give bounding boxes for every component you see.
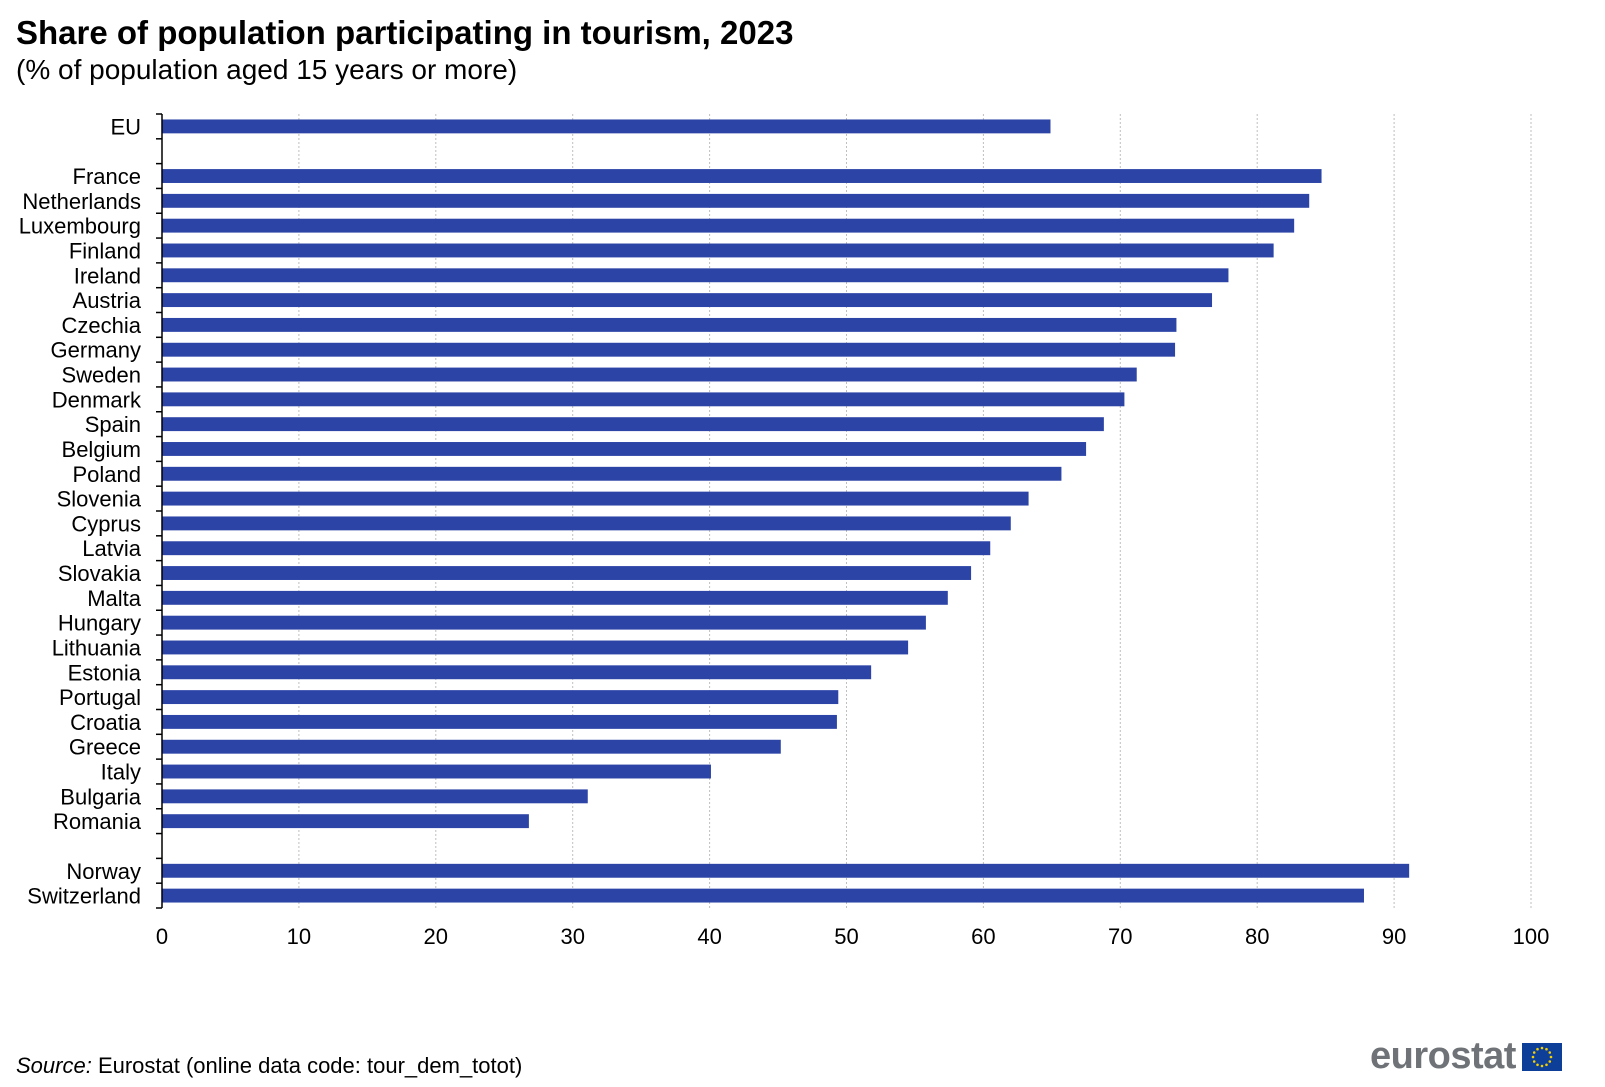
category-label: Greece	[69, 735, 141, 760]
category-label: Italy	[101, 760, 141, 785]
category-label: Sweden	[61, 363, 141, 388]
category-label: Croatia	[70, 710, 142, 735]
category-label: Switzerland	[27, 884, 141, 909]
x-tick-label: 70	[1108, 924, 1132, 949]
x-tick-label: 10	[287, 924, 311, 949]
bar	[162, 218, 1295, 233]
category-label: Denmark	[52, 387, 142, 412]
category-label: France	[73, 164, 141, 189]
category-label: Estonia	[68, 660, 142, 685]
x-tick-label: 100	[1513, 924, 1550, 949]
bar	[162, 590, 948, 605]
flag-star	[1545, 1062, 1548, 1066]
bar	[162, 268, 1229, 283]
bar	[162, 764, 711, 779]
bar	[162, 293, 1213, 308]
category-label: Slovenia	[57, 487, 142, 512]
category-label: Latvia	[82, 536, 141, 561]
category-label: Bulgaria	[60, 784, 141, 809]
bar	[162, 466, 1062, 481]
x-tick-label: 60	[971, 924, 995, 949]
x-tick-label: 90	[1382, 924, 1406, 949]
category-label: Cyprus	[71, 511, 141, 536]
source-note: Source: Eurostat (online data code: tour…	[16, 1053, 522, 1079]
chart-subtitle: (% of population aged 15 years or more)	[16, 54, 518, 85]
flag-star	[1545, 1047, 1548, 1051]
category-label: Spain	[85, 412, 141, 437]
category-label: Finland	[69, 238, 141, 263]
grid-lines	[298, 114, 1532, 908]
bar	[162, 417, 1104, 432]
category-label: Belgium	[62, 437, 141, 462]
category-label: Ireland	[74, 263, 141, 288]
bar	[162, 615, 926, 630]
bar	[162, 342, 1176, 357]
category-label: Slovakia	[58, 561, 142, 586]
category-label: EU	[110, 114, 141, 139]
x-tick-label: 20	[424, 924, 448, 949]
category-label: Lithuania	[52, 635, 142, 660]
logo-text: eurostat	[1370, 1035, 1516, 1077]
category-label: Czechia	[62, 313, 142, 338]
bar	[162, 442, 1087, 456]
eu-flag-icon	[1521, 1042, 1562, 1071]
category-label: Malta	[87, 586, 142, 611]
x-tick-label: 50	[834, 924, 858, 949]
bar	[162, 566, 972, 580]
bar	[162, 169, 1322, 183]
flag-star	[1532, 1050, 1536, 1054]
flag-star	[1548, 1059, 1552, 1063]
bar	[162, 392, 1125, 407]
category-label: Luxembourg	[19, 214, 141, 239]
x-tick-label: 0	[156, 924, 168, 949]
category-label: Poland	[72, 462, 141, 487]
bar	[162, 640, 909, 655]
category-label: Romania	[53, 809, 142, 834]
source-label: Source:	[16, 1053, 92, 1078]
bar	[162, 863, 1410, 878]
category-labels: EU FranceNetherlandsLuxembourgFinlandIrel…	[19, 114, 142, 908]
x-tick-labels: 0 10 20 30 40 50 60 70 80 90 100	[156, 924, 1549, 949]
source-text: Eurostat (online data code: tour_dem_tot…	[91, 1053, 523, 1078]
category-label: Germany	[51, 338, 141, 363]
category-label: Austria	[73, 288, 142, 313]
bar	[162, 516, 1011, 531]
bar	[162, 789, 588, 804]
eurostat-logo: eurostat	[1370, 1035, 1562, 1078]
category-label: Netherlands	[22, 189, 141, 214]
flag-star	[1540, 1064, 1544, 1067]
flag-star	[1531, 1055, 1535, 1058]
bar-chart: EU FranceNetherlandsLuxembourgFinlandIrel…	[19, 113, 1549, 949]
bar	[162, 690, 839, 705]
flag-star	[1536, 1062, 1539, 1066]
flag-star	[1540, 1046, 1544, 1049]
flag-star	[1549, 1055, 1553, 1058]
bar	[162, 814, 529, 829]
axes	[156, 113, 163, 909]
bar	[162, 367, 1137, 382]
bar	[162, 243, 1274, 258]
x-tick-label: 30	[560, 924, 584, 949]
bar	[162, 541, 991, 556]
x-tick-label: 80	[1245, 924, 1269, 949]
category-label: Hungary	[58, 611, 141, 636]
bars	[162, 119, 1410, 903]
flag-star	[1536, 1047, 1539, 1051]
bar	[162, 317, 1177, 332]
category-label: Norway	[66, 859, 141, 884]
flag-star	[1532, 1059, 1536, 1063]
bar	[162, 119, 1051, 134]
bar	[162, 491, 1029, 506]
bar	[162, 665, 872, 680]
category-label: Portugal	[59, 685, 141, 710]
bar	[162, 193, 1310, 208]
bar	[162, 888, 1364, 903]
flag-star	[1548, 1050, 1552, 1054]
bar	[162, 739, 781, 754]
x-tick-label: 40	[697, 924, 721, 949]
chart-title: Share of population participating in tou…	[16, 14, 794, 51]
bar	[162, 714, 837, 729]
